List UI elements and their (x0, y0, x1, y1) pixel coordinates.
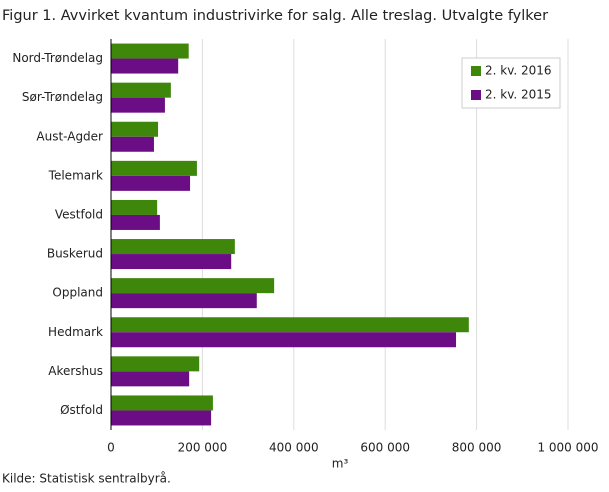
bar (111, 97, 165, 113)
legend-swatch (471, 90, 481, 100)
y-tick-label: Hedmark (48, 325, 103, 339)
x-tick-label: 400 000 (269, 441, 319, 455)
y-tick-label: Vestfold (55, 207, 103, 221)
bar (111, 175, 191, 191)
x-tick-label: 800 000 (452, 441, 502, 455)
bar (111, 214, 160, 230)
bar (111, 121, 159, 137)
x-axis-label: m³ (332, 457, 349, 471)
y-tick-label: Akershus (48, 364, 103, 378)
legend-label: 2. kv. 2016 (485, 64, 552, 78)
bar (111, 410, 212, 426)
bar (111, 371, 190, 387)
y-tick-label: Østfold (60, 403, 103, 417)
bar (111, 160, 197, 176)
y-tick-label: Nord-Trøndelag (12, 51, 103, 65)
bar (111, 332, 457, 348)
bar (111, 58, 179, 74)
bar (111, 356, 200, 372)
y-tick-label: Buskerud (47, 247, 103, 261)
legend-swatch (471, 66, 481, 76)
bar (111, 278, 275, 294)
y-tick-label: Telemark (48, 168, 103, 182)
bar (111, 199, 158, 215)
x-tick-label: 0 (107, 441, 115, 455)
source: Kilde: Statistisk sentralbyrå. (2, 472, 171, 486)
y-tick-label: Aust-Agder (36, 129, 103, 143)
bar (111, 136, 154, 152)
x-tick-label: 600 000 (360, 441, 410, 455)
legend-label: 2. kv. 2015 (485, 88, 552, 102)
x-tick-label: 200 000 (178, 441, 228, 455)
chart-title: Figur 1. Avvirket kvantum industrivirke … (2, 8, 548, 24)
bar (111, 293, 257, 309)
bar (111, 239, 235, 255)
y-tick-label: Oppland (52, 286, 103, 300)
x-tick-label: 1 000 000 (537, 441, 598, 455)
bar (111, 395, 213, 411)
bar (111, 43, 189, 59)
bar (111, 254, 232, 270)
bar (111, 317, 469, 333)
bar (111, 82, 171, 98)
y-tick-label: Sør-Trøndelag (22, 90, 103, 104)
